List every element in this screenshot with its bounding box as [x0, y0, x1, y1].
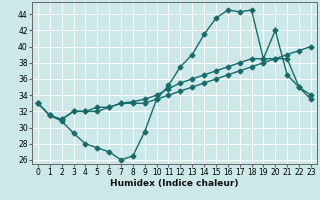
X-axis label: Humidex (Indice chaleur): Humidex (Indice chaleur) [110, 179, 239, 188]
